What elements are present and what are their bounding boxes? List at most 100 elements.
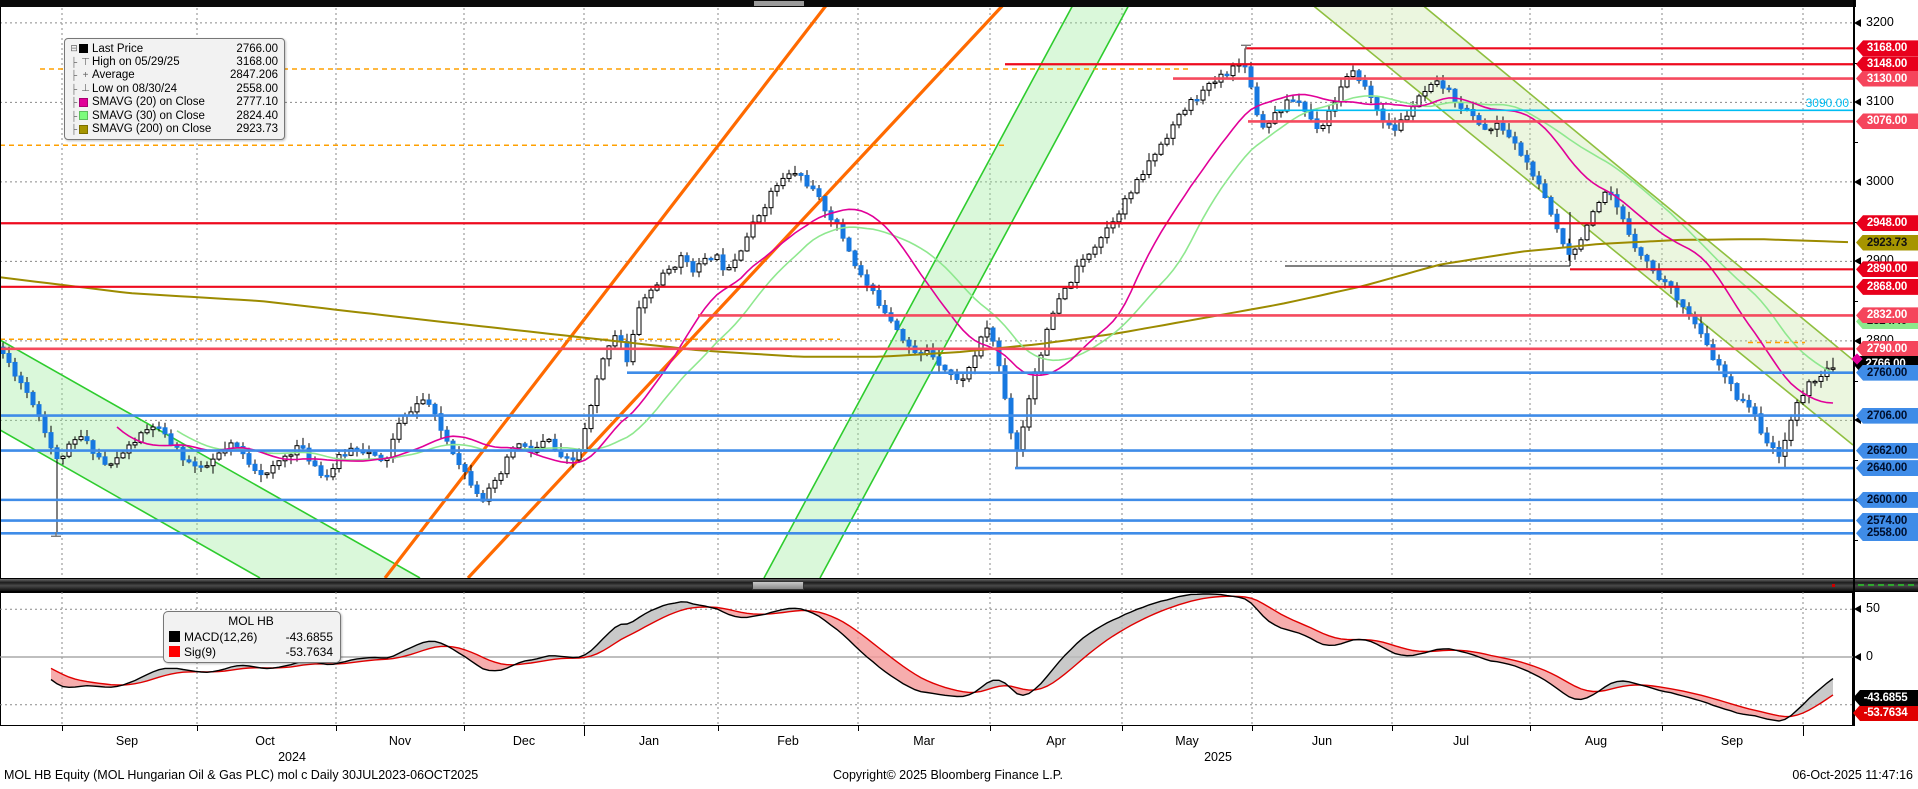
panel-divider[interactable] [0, 578, 1918, 592]
top-scrollbar-thumb[interactable] [754, 1, 804, 6]
y-axis-tick-arrow [1854, 336, 1861, 345]
date-axis-tick [336, 726, 337, 731]
legend-tree-line: ├ [70, 57, 78, 68]
price-legend-box[interactable]: ⊟ Last Price 2766.00 ├ ⊤ High on 05/29/25 3168… [64, 38, 285, 140]
price-axis-label[interactable]: 3148.00 [1856, 56, 1918, 73]
y-axis-tick-arrow [1854, 18, 1861, 27]
date-axis-tick [1392, 726, 1393, 731]
y-axis-tick-arrow [1854, 177, 1861, 186]
price-axis-label[interactable]: 2574.00 [1856, 512, 1918, 529]
low-icon: ⊥ [81, 83, 90, 95]
price-axis-label[interactable]: 2662.00 [1856, 442, 1918, 459]
y-axis-tick-arrow [1854, 416, 1861, 425]
panel-divider-thumb[interactable] [752, 581, 804, 590]
price-axis-label[interactable]: 2948.00 [1856, 215, 1918, 232]
legend-row: ├ ⊥ Low on 08/30/24 2558.00 [69, 82, 278, 95]
macd-axis-label[interactable]: -53.7634 [1853, 705, 1918, 721]
legend-tree-line: ├ [70, 70, 78, 81]
support-resistance-lines[interactable] [0, 47, 1853, 535]
y-axis-minor-tick [1853, 539, 1858, 541]
price-axis-label[interactable]: 2868.00 [1856, 278, 1918, 295]
x-axis-month-label: Apr [1046, 734, 1066, 748]
price-axis-label[interactable]: 2890.00 [1856, 261, 1918, 278]
uptrend-channel-mid [764, 3, 1130, 578]
average-icon: + [82, 69, 89, 81]
date-axis-tick [990, 726, 991, 731]
price-axis-label[interactable]: 2923.73 [1856, 234, 1918, 251]
legend-row: ├ SMAVG (200) on Close 2923.73 [69, 122, 278, 135]
x-axis-year-label: 2024 [278, 750, 306, 764]
macd-legend-swatch [169, 631, 180, 642]
legend-row: ├ SMAVG (30) on Close 2824.40 [69, 109, 278, 122]
macd-axis-tick-arrow [1854, 605, 1861, 614]
legend-tree-line: ├ [70, 97, 78, 108]
x-axis-month-label: Sep [115, 734, 139, 748]
date-axis-tick [1803, 726, 1804, 736]
price-chart-plot[interactable] [0, 0, 1853, 578]
legend-tree-line: ├ [70, 83, 78, 94]
macd-legend-title: MOL HB [228, 614, 274, 628]
divider-green-dash [1868, 584, 1874, 586]
price-axis-label[interactable]: 2790.00 [1856, 340, 1918, 357]
y-axis-minor-tick [1853, 142, 1858, 144]
macd-legend-value: -53.7634 [285, 644, 333, 659]
x-axis-month-label: Dec [512, 734, 536, 748]
x-axis-year-label: 2025 [1204, 750, 1232, 764]
macd-legend-row: Sig(9) -53.7634 [169, 644, 333, 659]
y-axis-tick-label: 3000 [1866, 173, 1894, 188]
signal-line [50, 595, 1834, 718]
y-axis-minor-tick [1853, 62, 1858, 64]
divider-green-dash [1908, 584, 1914, 586]
timestamp: 06-Oct-2025 11:47:16 [1792, 768, 1913, 782]
legend-swatch [79, 44, 88, 54]
y-axis-minor-tick [1853, 301, 1858, 303]
macd-legend-label: Sig(9) [184, 644, 217, 659]
macd-legend-box[interactable]: MOL HB MACD(12,26) -43.6855 Sig(9) -53.7634 [163, 611, 341, 663]
legend-label: High on 05/29/25 [92, 56, 180, 69]
x-axis-month-label: Aug [1584, 734, 1608, 748]
date-axis-tick [584, 726, 585, 736]
reference-price-label: 3090.00 [1805, 96, 1849, 111]
legend-tree-line: ├ [70, 124, 78, 135]
black-annotation[interactable] [1285, 212, 1571, 267]
price-axis-label[interactable]: 2640.00 [1856, 460, 1918, 477]
chart-description: MOL HB Equity (MOL Hungarian Oil & Gas P… [4, 768, 479, 782]
date-axis-tick [858, 726, 859, 731]
legend-row: ⊟ Last Price 2766.00 [69, 42, 278, 55]
macd-axis-tick-label: 50 [1866, 601, 1880, 616]
x-axis-month-label: Jun [1311, 734, 1333, 748]
divider-red-dot [1832, 584, 1835, 587]
macd-grid [0, 592, 1853, 726]
top-scrollbar[interactable] [0, 0, 1856, 7]
copyright-text: Copyright© 2025 Bloomberg Finance L.P. [833, 768, 1063, 782]
smavg-30-line [176, 95, 1834, 461]
date-axis-tick [1252, 726, 1253, 731]
price-axis-label[interactable]: 2832.00 [1856, 307, 1918, 324]
price-axis-label[interactable]: 2760.00 [1856, 364, 1918, 381]
macd-axis-tick-arrow [1854, 653, 1861, 661]
legend-label: SMAVG (20) on Close [92, 96, 205, 109]
y-axis-tick-label: 3200 [1866, 14, 1894, 29]
legend-label: Low on 08/30/24 [92, 82, 178, 95]
date-axis-tick [718, 726, 719, 731]
price-axis-label[interactable]: 3168.00 [1856, 40, 1918, 57]
price-axis-label[interactable]: 2600.00 [1856, 491, 1918, 508]
macd-axis-label[interactable]: -43.6855 [1853, 690, 1918, 706]
legend-value: 2923.73 [236, 123, 278, 136]
price-axis-label[interactable]: 2706.00 [1856, 407, 1918, 424]
price-axis-label[interactable]: 2558.00 [1856, 525, 1918, 542]
y-axis-tick-arrow [1854, 257, 1861, 266]
macd-legend-row: MACD(12,26) -43.6855 [169, 629, 333, 644]
price-axis-label[interactable]: 3076.00 [1856, 113, 1918, 130]
x-axis-month-label: Oct [255, 734, 275, 748]
legend-value: 2847.206 [230, 69, 278, 82]
macd-lines [50, 593, 1834, 722]
x-axis-month-label: Nov [388, 734, 412, 748]
divider-green-dash [1888, 584, 1894, 586]
macd-fill [51, 594, 1833, 721]
price-axis-label[interactable]: 3130.00 [1856, 70, 1918, 87]
macd-legend-swatch [169, 646, 180, 657]
legend-label: Average [92, 69, 135, 82]
date-axis-tick [62, 726, 63, 731]
macd-line [50, 593, 1834, 722]
